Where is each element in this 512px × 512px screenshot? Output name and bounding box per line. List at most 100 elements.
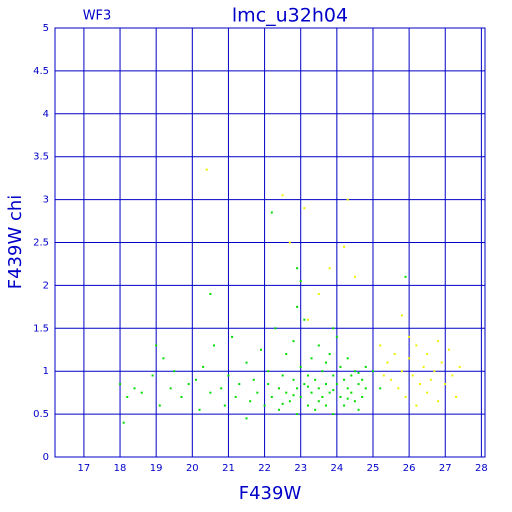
point: [314, 378, 317, 381]
point: [379, 387, 382, 390]
point: [317, 387, 320, 390]
point: [455, 395, 458, 398]
point: [404, 395, 407, 398]
point: [364, 365, 367, 368]
point: [151, 374, 154, 377]
point: [397, 387, 400, 390]
point: [382, 374, 385, 377]
point: [162, 357, 165, 360]
y-tick-label: 4.5: [33, 66, 49, 77]
point: [119, 383, 122, 386]
point: [296, 267, 299, 270]
point: [422, 365, 425, 368]
x-tick-label: 18: [114, 463, 127, 474]
point: [339, 365, 342, 368]
point: [408, 357, 411, 360]
point: [209, 391, 212, 394]
point: [281, 402, 284, 405]
point: [205, 168, 208, 171]
point: [299, 395, 302, 398]
point: [393, 353, 396, 356]
point: [343, 378, 346, 381]
point: [133, 387, 136, 390]
point: [346, 357, 349, 360]
point: [444, 383, 447, 386]
point: [328, 267, 331, 270]
point: [285, 353, 288, 356]
point: [306, 385, 309, 388]
point: [212, 344, 215, 347]
point: [317, 344, 320, 347]
point: [306, 374, 309, 377]
point: [458, 365, 461, 368]
point: [426, 353, 429, 356]
point: [126, 395, 129, 398]
point: [194, 378, 197, 381]
x-tick-label: 28: [475, 463, 488, 474]
chart-subtitle: WF3: [83, 9, 112, 24]
point: [408, 335, 411, 338]
y-tick-label: 0.5: [33, 409, 49, 420]
x-tick-label: 27: [439, 463, 452, 474]
point: [317, 400, 320, 403]
y-tick-label: 5: [43, 23, 49, 34]
point: [187, 383, 190, 386]
point: [227, 374, 230, 377]
point: [310, 391, 313, 394]
point: [335, 383, 338, 386]
point: [317, 292, 320, 295]
point: [299, 280, 302, 283]
point: [415, 404, 418, 407]
point: [267, 370, 270, 373]
x-tick-label: 19: [150, 463, 163, 474]
point: [155, 344, 158, 347]
point: [440, 361, 443, 364]
point: [390, 378, 393, 381]
x-tick-label: 24: [330, 463, 343, 474]
point: [223, 404, 226, 407]
x-tick-label: 21: [222, 463, 235, 474]
point: [400, 370, 403, 373]
point: [346, 387, 349, 390]
point: [411, 374, 414, 377]
point: [328, 353, 331, 356]
point: [361, 395, 364, 398]
point: [140, 391, 143, 394]
point: [303, 207, 306, 210]
x-tick-label: 25: [367, 463, 380, 474]
point: [198, 408, 201, 411]
point: [296, 387, 299, 390]
point: [299, 365, 302, 368]
point: [343, 245, 346, 248]
point: [447, 348, 450, 351]
point: [306, 404, 309, 407]
point: [267, 383, 270, 386]
point: [350, 374, 353, 377]
y-tick-label: 2: [43, 280, 49, 291]
x-tick-label: 22: [258, 463, 271, 474]
y-tick-label: 1.5: [33, 323, 49, 334]
point: [202, 365, 205, 368]
point: [415, 344, 418, 347]
point: [169, 387, 172, 390]
point: [426, 391, 429, 394]
point: [429, 378, 432, 381]
point: [158, 404, 161, 407]
point: [249, 400, 252, 403]
point: [404, 275, 407, 278]
point: [231, 335, 234, 338]
x-axis-label: F439W: [239, 483, 302, 504]
point: [278, 387, 281, 390]
y-tick-label: 3.5: [33, 152, 49, 163]
point: [288, 241, 291, 244]
point: [220, 387, 223, 390]
point: [418, 383, 421, 386]
y-tick-label: 0: [43, 452, 49, 463]
x-tick-label: 23: [294, 463, 307, 474]
point: [332, 389, 335, 392]
chart-title: lmc_u32h04: [232, 5, 348, 27]
point: [245, 361, 248, 364]
x-tick-label: 17: [78, 463, 91, 474]
point: [328, 391, 331, 394]
